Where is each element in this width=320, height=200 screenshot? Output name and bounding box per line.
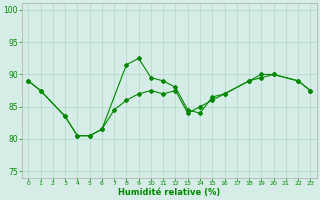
X-axis label: Humidité relative (%): Humidité relative (%) bbox=[118, 188, 220, 197]
